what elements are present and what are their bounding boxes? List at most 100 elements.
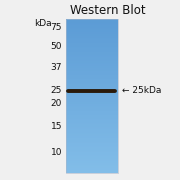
Bar (66, 60, 118, 61)
Bar (66, 91, 118, 92)
Bar (66, 70, 118, 71)
Bar (66, 160, 118, 161)
Bar (66, 33, 118, 34)
Bar (66, 146, 118, 147)
Bar (66, 43, 118, 44)
Bar (66, 168, 118, 169)
Bar (66, 148, 118, 150)
Bar (66, 65, 118, 66)
Bar (66, 119, 118, 120)
Bar (66, 103, 118, 105)
Bar (66, 27, 118, 28)
Bar (66, 115, 118, 116)
Bar (66, 140, 118, 141)
Bar (66, 133, 118, 134)
Bar (66, 163, 118, 164)
Bar (66, 21, 118, 23)
Bar (66, 87, 118, 88)
Bar (66, 97, 118, 98)
Bar (66, 169, 118, 170)
Bar (66, 96, 118, 97)
Bar (66, 50, 118, 51)
Bar (66, 152, 118, 154)
Bar (66, 69, 118, 70)
Bar (66, 56, 118, 57)
Bar (66, 47, 118, 48)
Bar (66, 32, 118, 33)
Text: 15: 15 (51, 122, 62, 131)
Bar (66, 154, 118, 155)
Bar (66, 124, 118, 125)
Bar (66, 123, 118, 124)
Bar (66, 137, 118, 138)
Bar (66, 114, 118, 115)
Bar (66, 155, 118, 156)
Bar (66, 136, 118, 137)
Bar (66, 57, 118, 59)
Bar (66, 28, 118, 29)
Bar (66, 164, 118, 165)
Bar (66, 61, 118, 62)
Bar (66, 159, 118, 160)
Text: 25: 25 (51, 86, 62, 95)
Bar (66, 52, 118, 53)
Bar (66, 53, 118, 55)
Bar (66, 74, 118, 75)
Bar (66, 45, 118, 46)
Bar (66, 64, 118, 65)
Bar (66, 19, 118, 20)
Bar (66, 106, 118, 107)
Bar (66, 118, 118, 119)
Bar (66, 151, 118, 152)
Bar (66, 130, 118, 132)
Bar (66, 73, 118, 74)
Bar (66, 147, 118, 148)
Bar (66, 129, 118, 130)
Bar (66, 88, 118, 89)
Bar (66, 116, 118, 118)
Text: ← 25kDa: ← 25kDa (122, 86, 161, 95)
Bar (66, 100, 118, 101)
Bar (66, 59, 118, 60)
Bar (66, 38, 118, 39)
Bar (66, 101, 118, 102)
Bar (66, 19, 118, 173)
Bar (66, 109, 118, 110)
Bar (66, 112, 118, 114)
Bar (66, 42, 118, 43)
Bar (66, 48, 118, 50)
Bar (66, 127, 118, 128)
Bar (66, 51, 118, 52)
Bar (66, 141, 118, 142)
Bar (66, 89, 118, 91)
Bar (66, 39, 118, 41)
Bar (66, 150, 118, 151)
Bar (66, 125, 118, 127)
Bar (66, 24, 118, 25)
Bar (66, 41, 118, 42)
Bar (66, 30, 118, 32)
Bar (66, 138, 118, 140)
Bar (66, 20, 118, 21)
Text: 50: 50 (51, 42, 62, 51)
Bar (66, 68, 118, 69)
Bar (66, 120, 118, 122)
Bar (66, 142, 118, 143)
Text: 37: 37 (51, 63, 62, 72)
Bar (66, 166, 118, 168)
Bar (66, 55, 118, 56)
Bar (66, 170, 118, 172)
Bar (66, 66, 118, 68)
Bar (66, 78, 118, 79)
Bar (66, 165, 118, 166)
Bar (66, 107, 118, 109)
Bar (66, 102, 118, 104)
Bar (66, 86, 118, 87)
Bar (66, 156, 118, 157)
Bar (66, 110, 118, 111)
Bar (66, 37, 118, 38)
Bar (66, 157, 118, 159)
Bar (66, 145, 118, 146)
Text: 10: 10 (51, 148, 62, 157)
Bar (66, 84, 118, 86)
